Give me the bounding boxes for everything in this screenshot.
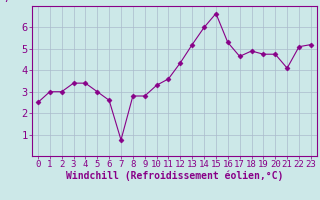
- Text: 7: 7: [3, 0, 9, 4]
- X-axis label: Windchill (Refroidissement éolien,°C): Windchill (Refroidissement éolien,°C): [66, 171, 283, 181]
